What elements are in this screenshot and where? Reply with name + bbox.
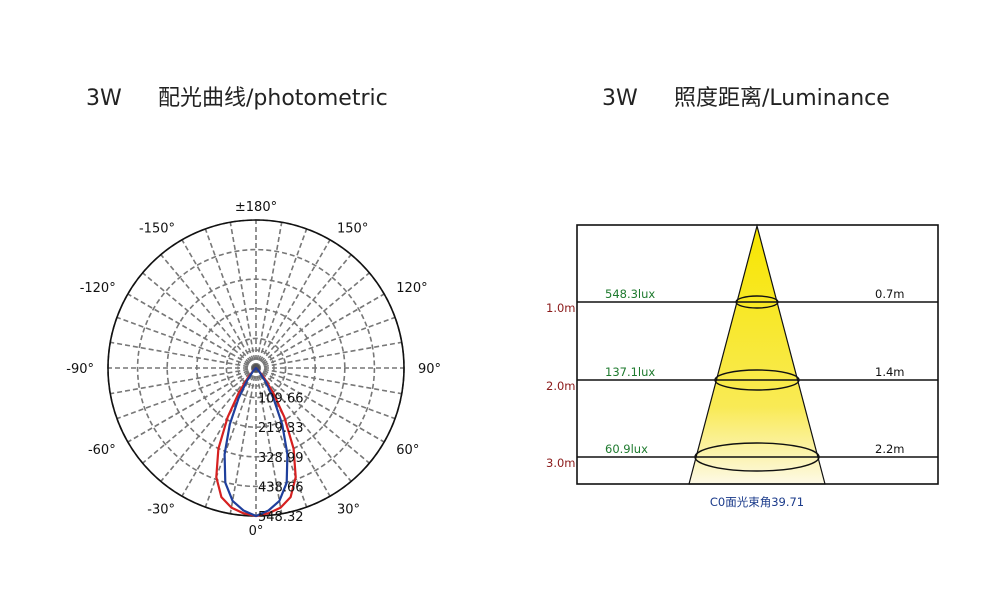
- polar-angle-label: ±180°: [235, 200, 277, 215]
- distance-height: 3.0m: [546, 456, 576, 470]
- beam-diameter: 2.2m: [875, 442, 905, 456]
- polar-grid-spoke: [255, 367, 352, 482]
- polar-grid-ring: [225, 337, 287, 399]
- polar-title-watt: 3W: [86, 86, 122, 111]
- polar-angle-label: 0°: [249, 524, 264, 539]
- polar-grid-spoke: [229, 222, 257, 369]
- polar-grid-spoke: [255, 222, 283, 369]
- polar-radial-label: 109.66: [258, 392, 304, 407]
- polar-grid-spoke: [255, 367, 396, 420]
- polar-grid-spoke: [255, 367, 308, 508]
- polar-angle-label: 90°: [418, 362, 441, 377]
- polar-grid-spoke: [160, 254, 257, 369]
- luminance-title: 3W 照度距离/Luminance: [602, 80, 890, 112]
- polar-grid-spoke: [142, 272, 257, 369]
- polar-grid-spoke: [255, 254, 352, 369]
- light-cone: [688, 223, 826, 485]
- luminance-title-text: 照度距离/Luminance: [674, 86, 890, 111]
- polar-angle-label: -30°: [147, 502, 175, 517]
- polar-grid-spoke: [255, 239, 331, 369]
- polar-grid-spoke: [110, 341, 257, 369]
- polar-grid-spoke: [110, 367, 257, 395]
- polar-grid-spoke: [255, 228, 308, 369]
- lux-value: 60.9lux: [605, 442, 648, 456]
- polar-title-text: 配光曲线/photometric: [158, 86, 388, 111]
- polar-grid-spoke: [255, 316, 396, 369]
- luminance-frame: [576, 224, 939, 485]
- polar-angle-label: -120°: [80, 281, 116, 296]
- polar-angle-label: -150°: [139, 222, 175, 237]
- polar-grid-spoke: [255, 341, 402, 369]
- polar-angle-label: 150°: [337, 222, 368, 237]
- polar-grid-spoke: [116, 316, 257, 369]
- polar-title: 3W 配光曲线/photometric: [86, 80, 388, 112]
- polar-grid-spoke: [204, 367, 257, 508]
- polar-radial-label: 328.99: [258, 451, 304, 466]
- beam-ellipse: [735, 295, 779, 309]
- polar-grid-spoke: [255, 367, 283, 514]
- polar-grid-spoke: [255, 367, 370, 464]
- polar-series-curve-2: [223, 366, 289, 518]
- distance-height: 2.0m: [546, 379, 576, 393]
- polar-grid-spoke: [204, 228, 257, 369]
- polar-angle-label: -60°: [88, 443, 116, 458]
- polar-radial-label: 548.32: [258, 510, 304, 525]
- lux-value: 137.1lux: [605, 365, 655, 379]
- polar-grid-spoke: [181, 239, 257, 369]
- distance-height: 1.0m: [546, 301, 576, 315]
- polar-chart: 109.66 219.33 328.99 438.66 548.32 ±180° 150° -…: [66, 200, 441, 539]
- polar-grid-spoke: [255, 367, 385, 443]
- polar-angle-label: 120°: [396, 281, 427, 296]
- beam-diameter: 1.4m: [875, 365, 905, 379]
- beam-diameter: 0.7m: [875, 287, 905, 301]
- polar-grid-ring: [136, 248, 376, 488]
- polar-angle-label: 60°: [396, 443, 419, 458]
- polar-grid-spoke: [127, 293, 257, 369]
- polar-grid-spoke: [255, 272, 370, 369]
- beam-ellipse: [714, 369, 800, 391]
- polar-angle-label: -90°: [66, 362, 94, 377]
- polar-radial-label: 438.66: [258, 480, 304, 495]
- polar-grid-spoke: [229, 367, 257, 514]
- polar-grid-spoke: [116, 367, 257, 420]
- polar-radial-label: 219.33: [258, 421, 304, 436]
- polar-grid-spoke: [160, 367, 257, 482]
- polar-grid-spoke: [255, 293, 385, 369]
- polar-angle-label: 30°: [337, 502, 360, 517]
- polar-grid-spoke: [127, 367, 257, 443]
- beam-angle-label: C0面光束角39.71: [710, 495, 804, 509]
- polar-grid-spoke: [142, 367, 257, 464]
- lux-value: 548.3lux: [605, 287, 655, 301]
- luminance-chart: 548.3lux 0.7m 1.0m 137.1lux 1.4m 2.0m 60.9lux 2…: [546, 223, 939, 509]
- polar-grid-spoke: [255, 367, 402, 395]
- beam-ellipse: [694, 442, 820, 472]
- luminance-title-watt: 3W: [602, 86, 638, 111]
